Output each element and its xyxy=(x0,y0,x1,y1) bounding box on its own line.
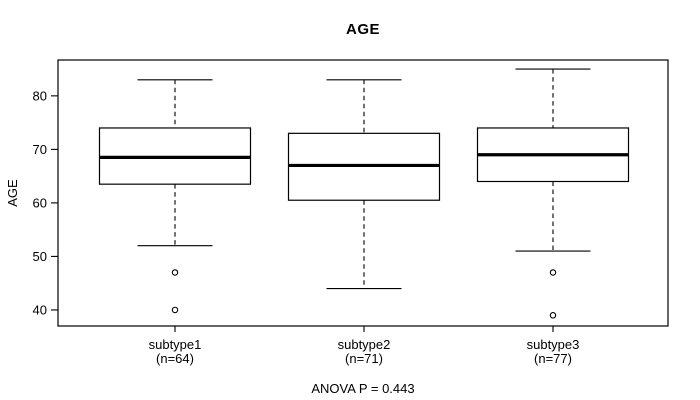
plot-border xyxy=(57,59,669,327)
y-tick-label-80: 80 xyxy=(33,88,47,103)
outlier-subtype1-0 xyxy=(171,269,179,276)
outlier-subtype1-1 xyxy=(171,306,179,314)
y-tick-label-50: 50 xyxy=(33,249,47,264)
x-category-count-subtype1: (n=64) xyxy=(156,351,194,366)
y-tick-label-60: 60 xyxy=(33,195,47,210)
y-tick-label-40: 40 xyxy=(33,302,47,317)
x-category-count-subtype2: (n=71) xyxy=(345,351,383,366)
x-category-label-subtype3: subtype3 xyxy=(527,337,580,352)
outlier-subtype3-0 xyxy=(549,269,557,276)
y-tick-label-70: 70 xyxy=(33,142,47,157)
x-category-label-subtype1: subtype1 xyxy=(149,337,202,352)
outlier-subtype3-1 xyxy=(549,312,557,319)
chart-title: AGE xyxy=(345,21,380,38)
y-axis-title: AGE xyxy=(5,179,20,207)
anova-annotation: ANOVA P = 0.443 xyxy=(311,381,415,396)
x-category-count-subtype3: (n=77) xyxy=(534,351,572,366)
x-category-label-subtype2: subtype2 xyxy=(338,337,391,352)
